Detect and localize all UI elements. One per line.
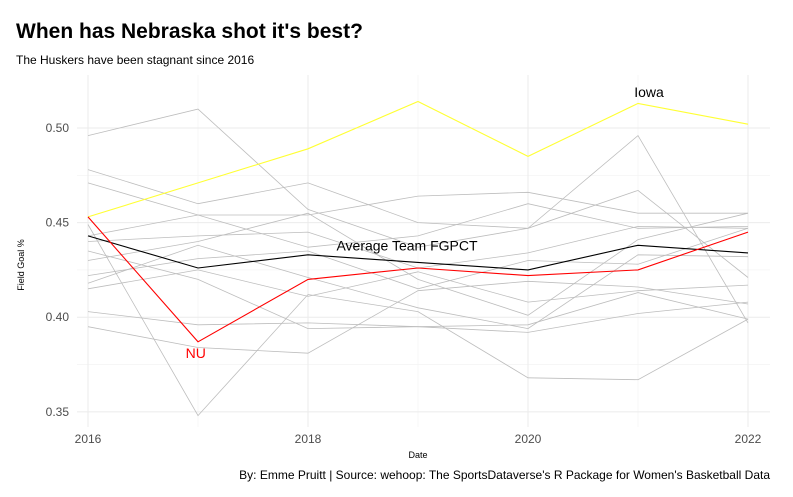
- chart-title: When has Nebraska shot it's best?: [16, 20, 363, 43]
- y-tick-label: 0.40: [46, 310, 70, 324]
- team-series-line: [87, 224, 749, 417]
- team-series-line: [87, 108, 749, 324]
- chart-caption: By: Emme Pruitt | Source: wehoop: The Sp…: [239, 468, 770, 482]
- chart-subtitle: The Huskers have been stagnant since 201…: [16, 53, 255, 67]
- team-series-line: [87, 212, 749, 316]
- team-series-line: [87, 269, 749, 303]
- y-tick-label: 0.35: [46, 405, 70, 419]
- x-axis-title: Date: [408, 450, 427, 460]
- average-team-fgpct-annotation: Average Team FGPCT: [336, 237, 478, 253]
- team-series-line: [87, 250, 749, 330]
- y-axis-ticks: 0.35 0.40 0.45 0.50: [46, 121, 70, 419]
- iowa-annotation: Iowa: [634, 84, 664, 100]
- y-tick-label: 0.45: [46, 216, 70, 230]
- team-series-line: [87, 244, 749, 330]
- iowa-series-line: [87, 100, 749, 218]
- x-tick-label: 2018: [295, 432, 322, 446]
- x-tick-label: 2016: [75, 432, 102, 446]
- grid: [77, 75, 770, 427]
- x-axis-ticks: 2016 2018 2020 2022: [75, 432, 762, 446]
- nu-series-line: [87, 216, 749, 343]
- x-tick-label: 2020: [515, 432, 542, 446]
- x-tick-label: 2022: [735, 432, 762, 446]
- average-team-fgpct-series-line: [87, 235, 749, 271]
- team-series-line: [87, 227, 749, 290]
- nu-annotation: NU: [186, 345, 206, 361]
- y-tick-label: 0.50: [46, 121, 70, 135]
- annotations: Iowa Average Team FGPCT NU: [186, 84, 664, 361]
- team-series-line: [87, 280, 749, 354]
- highlight-series-group: [87, 100, 749, 343]
- team-series-line: [87, 203, 749, 248]
- y-axis-title: Field Goal %: [16, 239, 26, 291]
- team-series-line: [87, 169, 749, 278]
